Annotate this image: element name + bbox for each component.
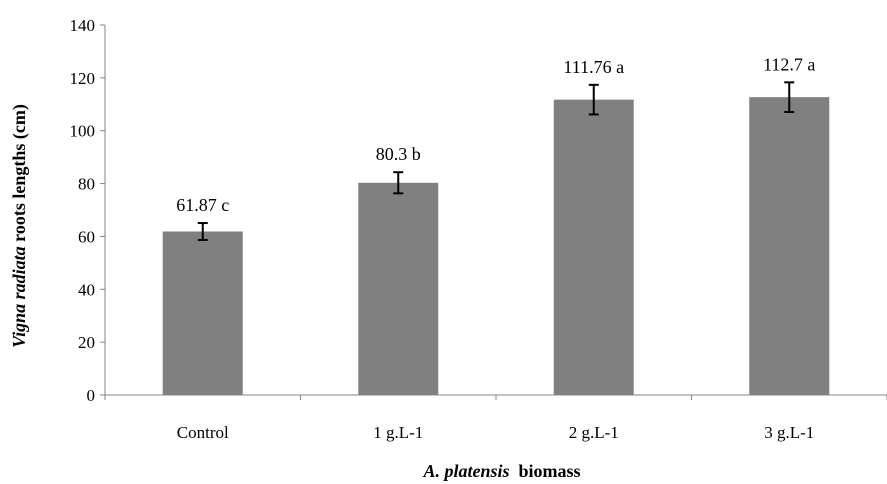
bars (162, 97, 830, 396)
error-bar (393, 171, 404, 195)
x-axis-title: A. platensis biomass (422, 461, 580, 481)
bar (358, 182, 439, 395)
error-bar (784, 81, 795, 113)
y-tick-label: 0 (87, 386, 96, 405)
y-tick-label: 100 (70, 122, 96, 141)
data-label: 112.7 a (763, 54, 815, 74)
y-tick-label: 120 (70, 69, 96, 88)
error-bar (588, 83, 599, 116)
bar (162, 231, 243, 395)
data-label: 61.87 c (176, 195, 229, 215)
y-tick-label: 140 (70, 16, 96, 35)
y-tick-label: 60 (78, 227, 95, 246)
y-tick-label: 80 (78, 175, 95, 194)
x-axis-title-italic: A. platensis (422, 461, 509, 481)
y-tick-label: 40 (78, 280, 95, 299)
x-tick-label: 3 g.L-1 (764, 423, 814, 442)
bar (553, 99, 634, 396)
x-axis-title-rest: biomass (510, 461, 581, 481)
x-tick-label: Control (177, 423, 229, 442)
error-bars (197, 81, 795, 241)
error-bar (197, 222, 208, 241)
data-labels: 61.87 c 80.3 b 111.76 a 112.7 a (176, 54, 815, 215)
y-axis-title-italic: Vigna radiata (9, 246, 29, 348)
y-axis-title-rest: roots lengths (cm) (9, 104, 30, 246)
bar (749, 97, 830, 396)
y-tick-label: 20 (78, 333, 95, 352)
x-tick-label: 1 g.L-1 (373, 423, 423, 442)
x-axis-ticks: Control 1 g.L-1 2 g.L-1 3 g.L-1 (104, 395, 887, 442)
data-label: 111.76 a (563, 57, 624, 77)
x-tick-label: 2 g.L-1 (569, 423, 619, 442)
y-axis-ticks: 0 20 40 60 80 100 120 140 (70, 16, 105, 405)
data-label: 80.3 b (376, 144, 421, 164)
y-axis-title: Vigna radiata roots lengths (cm) (9, 104, 30, 348)
